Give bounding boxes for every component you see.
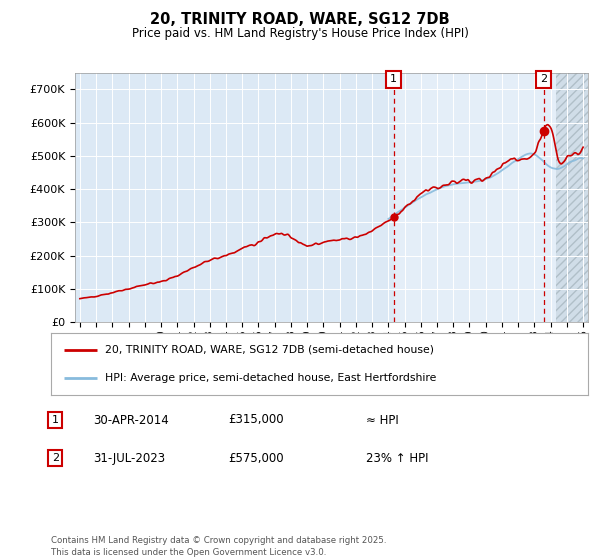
Text: ≈ HPI: ≈ HPI [366, 413, 399, 427]
Text: Contains HM Land Registry data © Crown copyright and database right 2025.
This d: Contains HM Land Registry data © Crown c… [51, 536, 386, 557]
Text: £315,000: £315,000 [228, 413, 284, 427]
Bar [556, 73, 588, 322]
Text: 1: 1 [52, 415, 59, 425]
Text: 23% ↑ HPI: 23% ↑ HPI [366, 451, 428, 465]
Text: 2: 2 [540, 74, 547, 85]
Bar [394, 73, 588, 322]
Text: 31-JUL-2023: 31-JUL-2023 [93, 451, 165, 465]
Text: HPI: Average price, semi-detached house, East Hertfordshire: HPI: Average price, semi-detached house,… [105, 373, 436, 383]
Text: Price paid vs. HM Land Registry's House Price Index (HPI): Price paid vs. HM Land Registry's House … [131, 27, 469, 40]
Text: 30-APR-2014: 30-APR-2014 [93, 413, 169, 427]
Text: £575,000: £575,000 [228, 451, 284, 465]
Text: 20, TRINITY ROAD, WARE, SG12 7DB: 20, TRINITY ROAD, WARE, SG12 7DB [150, 12, 450, 27]
Text: 2: 2 [52, 453, 59, 463]
Text: 20, TRINITY ROAD, WARE, SG12 7DB (semi-detached house): 20, TRINITY ROAD, WARE, SG12 7DB (semi-d… [105, 345, 434, 355]
Text: 1: 1 [390, 74, 397, 85]
